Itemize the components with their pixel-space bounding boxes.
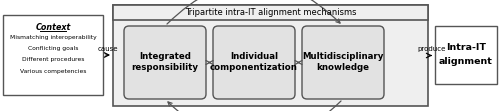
Text: componentization: componentization — [210, 63, 298, 72]
Text: responsibility: responsibility — [132, 63, 198, 72]
Text: Various competencies: Various competencies — [20, 68, 86, 73]
Text: Context: Context — [36, 24, 70, 33]
Text: knowledge: knowledge — [316, 63, 370, 72]
Bar — [3, 15, 103, 95]
Text: Integrated: Integrated — [139, 52, 191, 61]
Text: alignment: alignment — [439, 56, 493, 65]
Text: cause: cause — [98, 46, 118, 52]
Bar — [435, 26, 497, 84]
Text: Multidisciplinary: Multidisciplinary — [302, 52, 384, 61]
FancyBboxPatch shape — [124, 26, 206, 99]
Text: Individual: Individual — [230, 52, 278, 61]
Text: Intra-IT: Intra-IT — [446, 44, 486, 53]
FancyArrowPatch shape — [167, 0, 340, 24]
FancyArrowPatch shape — [168, 101, 341, 111]
FancyBboxPatch shape — [302, 26, 384, 99]
FancyBboxPatch shape — [213, 26, 295, 99]
Bar — [113, 5, 428, 20]
Text: Tripartite intra-IT alignment mechanisms: Tripartite intra-IT alignment mechanisms — [185, 8, 356, 17]
Text: produce: produce — [418, 47, 446, 53]
Text: Mismatching interoperability: Mismatching interoperability — [10, 36, 97, 41]
Bar — [113, 5, 428, 106]
Text: Different procedures: Different procedures — [22, 57, 84, 62]
Text: Conflicting goals: Conflicting goals — [28, 47, 78, 52]
